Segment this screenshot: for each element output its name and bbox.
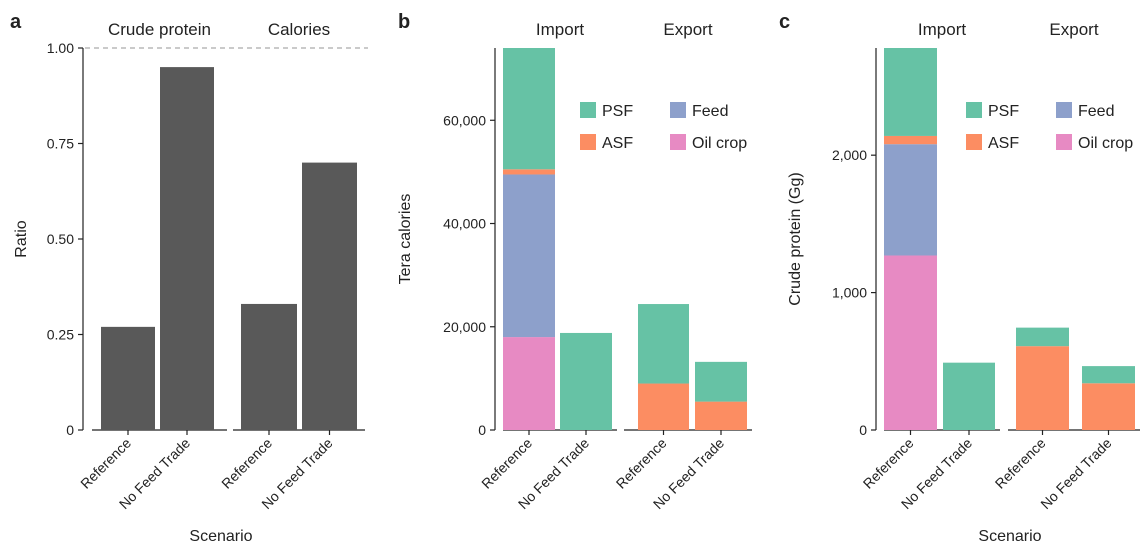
panel-c-legend-swatch-feed	[1056, 102, 1072, 118]
panel-a-bar-crude-protein-no-feed-trade	[160, 67, 214, 430]
panel-b-y-tick-label: 20,000	[443, 319, 486, 335]
panel-c-bar-export-reference-asf	[1016, 346, 1069, 430]
panel-c-bar-export-no-feed-trade-asf	[1082, 383, 1135, 430]
panel-b-legend-label-oil-crop: Oil crop	[692, 135, 747, 152]
panel-b-legend-swatch-feed	[670, 102, 686, 118]
panel-b-legend-swatch-asf	[580, 134, 596, 150]
panel-b-bar-import-reference-feed	[503, 174, 555, 338]
panel-c-x-axis-title: Scenario	[978, 528, 1041, 545]
panel-b-facet-export: Export	[663, 20, 712, 39]
panel-b-y-tick-label: 40,000	[443, 216, 486, 232]
panel-a-y-tick-label: 0.25	[47, 327, 74, 343]
panel-a-y-tick-label: 0	[66, 422, 74, 438]
panel-b-legend-label-psf: PSF	[602, 103, 633, 120]
panel-b-bar-export-no-feed-trade-psf	[695, 361, 747, 402]
panel-c-legend-label-asf: ASF	[988, 135, 1019, 152]
panel-b-x-tick-label-export-reference: Reference	[613, 435, 670, 492]
panel-c-legend-swatch-oil-crop	[1056, 134, 1072, 150]
panel-c-x-tick-label-import-reference: Reference	[860, 435, 917, 492]
panel-b-y-tick-label: 60,000	[443, 112, 486, 128]
panel-a-letter: a	[10, 11, 22, 33]
panel-b-bar-export-no-feed-trade-asf	[695, 401, 747, 430]
panel-c-legend-swatch-asf	[966, 134, 982, 150]
panel-b-legend-swatch-psf	[580, 102, 596, 118]
panel-a-facet-calories: Calories	[268, 20, 330, 39]
panel-a-bar-calories-reference	[241, 303, 297, 430]
panel-c-y-tick-label: 1,000	[832, 285, 867, 301]
panel-c-facet-import: Import	[918, 20, 966, 39]
panel-c-legend: PSF Feed ASF Oil crop	[966, 102, 1133, 152]
panel-b-bar-import-reference-oil-crop	[503, 337, 555, 430]
panel-c-y-tick-label: 0	[859, 422, 867, 438]
panel-c-facet-export: Export	[1049, 20, 1098, 39]
panel-b-bar-export-reference-asf	[638, 383, 689, 430]
panel-b-legend: PSF Feed ASF Oil crop	[580, 102, 747, 152]
panel-b-legend-label-asf: ASF	[602, 135, 633, 152]
panel-c-legend-swatch-psf	[966, 102, 982, 118]
panel-b-bar-import-reference-asf	[503, 169, 555, 175]
panel-b-y-axis-title: Tera calories	[397, 194, 414, 285]
panel-c-legend-label-psf: PSF	[988, 103, 1019, 120]
panel-c-legend-label-oil-crop: Oil crop	[1078, 135, 1133, 152]
panel-c-y-axis-title: Crude protein (Gg)	[787, 172, 804, 305]
panel-c-bar-export-no-feed-trade-psf	[1082, 366, 1135, 384]
panel-b-facet-import: Import	[536, 20, 584, 39]
panel-b-x-tick-label-import-reference: Reference	[478, 435, 535, 492]
panel-c-y-tick-label: 2,000	[832, 147, 867, 163]
panel-a-y-axis-title: Ratio	[13, 220, 30, 257]
panel-b-bar-export-reference-psf	[638, 304, 689, 384]
panel-c-bar-import-reference-asf	[884, 135, 937, 145]
panel-a-y-tick-label: 1.00	[47, 40, 74, 56]
panel-b-legend-swatch-oil-crop	[670, 134, 686, 150]
panel-a-y-tick-label: 0.75	[47, 136, 74, 152]
panel-a-x-axis-title: Scenario	[189, 528, 252, 545]
panel-c-bar-import-reference-feed	[884, 144, 937, 256]
panel-c-bar-import-reference-psf	[884, 48, 937, 136]
panel-a-x-tick-label-calories-reference: Reference	[218, 435, 275, 492]
panel-c-bar-export-reference-psf	[1016, 327, 1069, 347]
panel-a-y-tick-label: 0.50	[47, 231, 74, 247]
panel-b-y-tick-label: 0	[478, 422, 486, 438]
panel-c-x-tick-label-export-no-feed-trade: No Feed Trade	[1037, 435, 1114, 512]
panel-b-legend-label-feed: Feed	[692, 103, 728, 120]
panel-a-facet-crude-protein: Crude protein	[108, 20, 211, 39]
panel-c-bar-import-reference-oil-crop	[884, 255, 937, 430]
panel-a-bar-calories-no-feed-trade	[302, 162, 357, 430]
panel-b-letter: b	[398, 11, 410, 33]
panel-a-x-tick-label-crude-protein-reference: Reference	[77, 435, 134, 492]
panel-b-bar-import-no-feed-trade-psf	[560, 332, 612, 430]
panel-b-bar-import-reference-psf	[503, 48, 555, 170]
panel-c-x-tick-label-export-reference: Reference	[992, 435, 1049, 492]
panel-c-bar-import-no-feed-trade-psf	[943, 362, 995, 430]
panel-c-letter: c	[779, 11, 790, 33]
panel-c-legend-label-feed: Feed	[1078, 103, 1114, 120]
panel-a-bar-crude-protein-reference	[101, 326, 155, 430]
